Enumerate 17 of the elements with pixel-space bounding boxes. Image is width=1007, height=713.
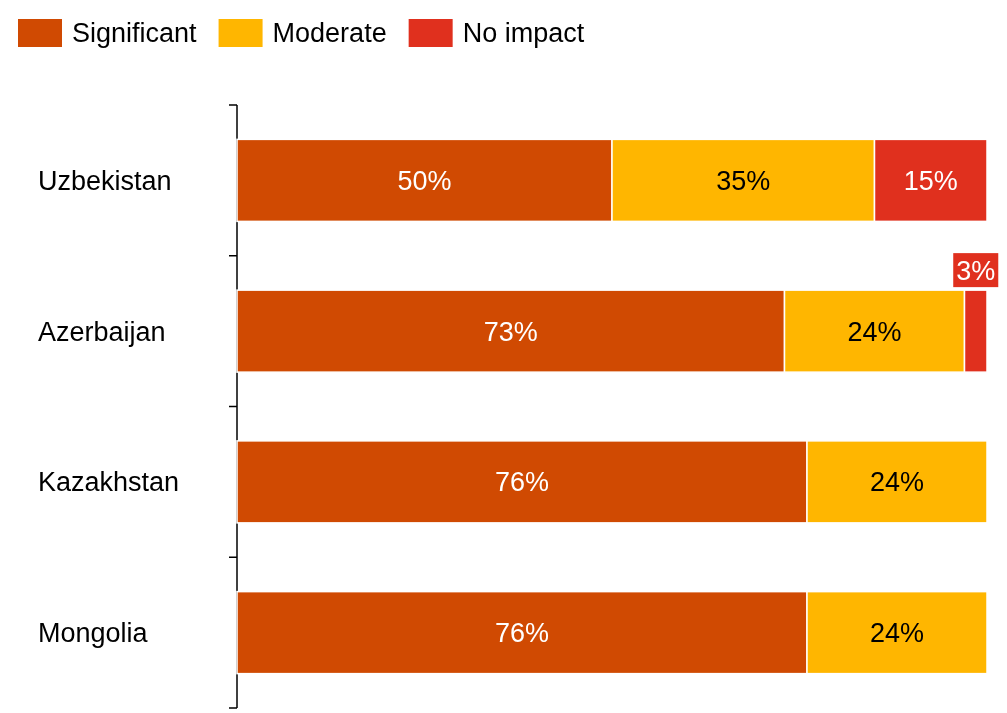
data-label: 73%	[483, 316, 538, 347]
legend-label: Significant	[72, 18, 198, 49]
data-label: 76%	[494, 467, 550, 498]
y-tick-label: Uzbekistan	[38, 165, 172, 196]
y-tick-label: Mongolia	[38, 618, 149, 649]
data-label: 24%	[869, 618, 925, 649]
data-label: 35%	[716, 165, 771, 196]
data-label: 24%	[847, 316, 902, 347]
y-tick-label: Azerbaijan	[38, 316, 166, 347]
legend-label: No impact	[462, 18, 585, 49]
data-label: 50%	[397, 165, 452, 196]
legend-label: Moderate	[272, 18, 387, 49]
y-tick-label: Kazakhstan	[38, 467, 180, 498]
data-label: 76%	[494, 618, 550, 649]
data-label: 15%	[903, 165, 958, 196]
data-label: 3%	[956, 255, 996, 286]
data-label: 24%	[869, 467, 925, 498]
